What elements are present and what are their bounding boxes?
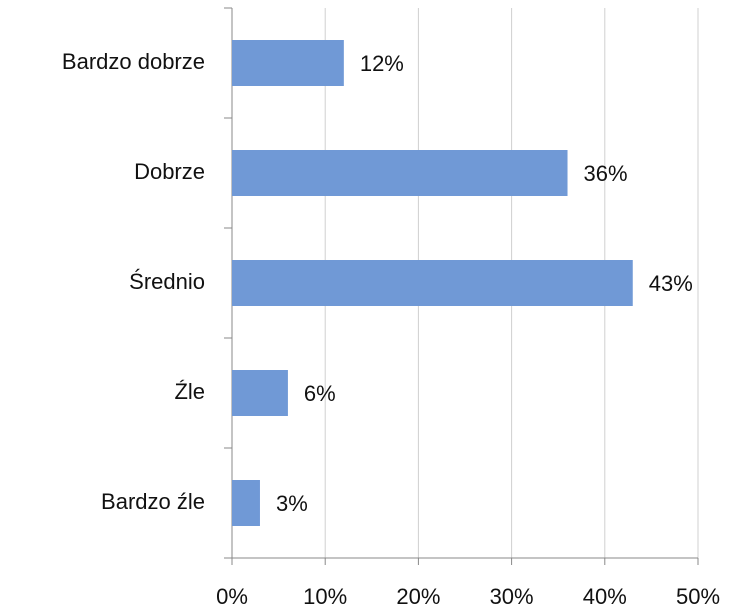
x-tick-label: 10%: [303, 584, 347, 609]
bar: [232, 40, 344, 86]
bar: [232, 370, 288, 416]
y-tick-label: Źle: [174, 379, 205, 404]
x-tick-label: 20%: [396, 584, 440, 609]
bar: [232, 150, 568, 196]
data-label: 12%: [360, 51, 404, 76]
data-label: 43%: [649, 271, 693, 296]
bar: [232, 260, 633, 306]
data-label: 36%: [584, 161, 628, 186]
bar: [232, 480, 260, 526]
y-tick-label: Średnio: [129, 269, 205, 294]
data-label: 3%: [276, 491, 308, 516]
x-tick-label: 30%: [490, 584, 534, 609]
y-tick-label: Bardzo dobrze: [62, 49, 205, 74]
y-tick-label: Dobrze: [134, 159, 205, 184]
data-label: 6%: [304, 381, 336, 406]
x-tick-label: 50%: [676, 584, 720, 609]
y-tick-label: Bardzo źle: [101, 489, 205, 514]
x-tick-label: 0%: [216, 584, 248, 609]
x-tick-label: 40%: [583, 584, 627, 609]
